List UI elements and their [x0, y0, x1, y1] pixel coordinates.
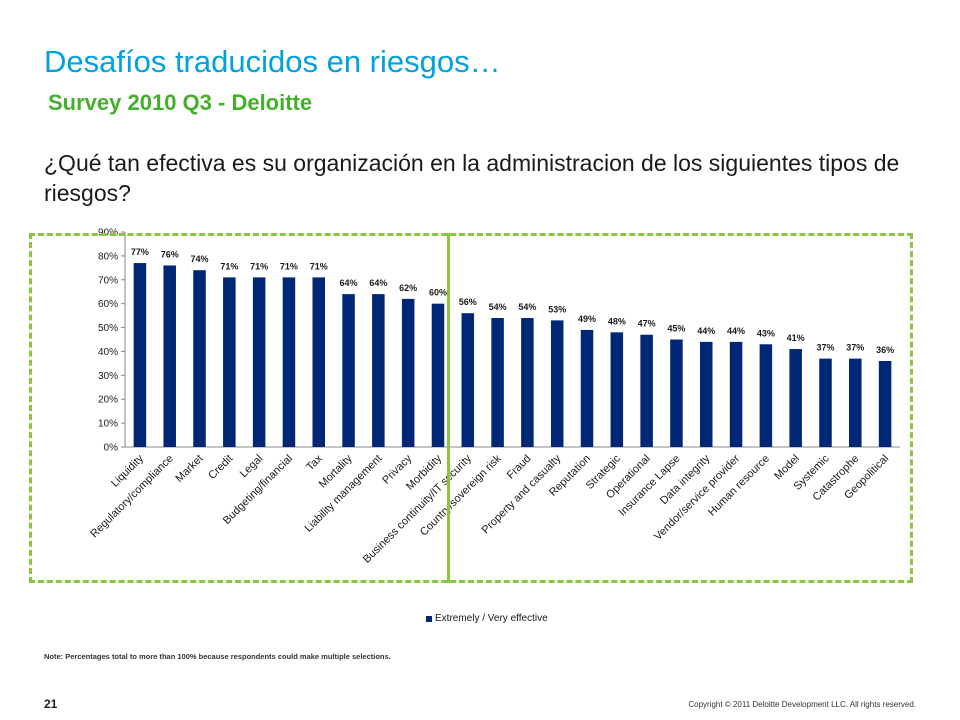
y-tick-label: 50% — [98, 323, 118, 334]
bar — [550, 320, 564, 447]
bar — [699, 341, 713, 447]
bar-value-label: 74% — [191, 254, 209, 264]
bar — [461, 313, 475, 447]
footnote: Note: Percentages total to more than 100… — [44, 652, 391, 661]
y-tick-label: 0% — [104, 443, 119, 454]
y-tick-label: 10% — [98, 419, 118, 430]
bar — [521, 318, 534, 447]
bar-value-label: 64% — [369, 278, 387, 288]
y-tick-label: 30% — [98, 371, 118, 382]
slide-title: Desafíos traducidos en riesgos… — [44, 44, 501, 79]
bar-value-label: 71% — [250, 261, 268, 271]
slide-subtitle: Survey 2010 Q3 - Deloitte — [48, 90, 313, 115]
bar-value-label: 36% — [876, 345, 894, 355]
bar — [878, 361, 892, 447]
copyright-notice: Copyright © 2011 Deloitte Development LL… — [688, 700, 916, 709]
bar-value-label: 37% — [846, 343, 864, 353]
bar — [670, 339, 683, 447]
bar-value-label: 44% — [697, 326, 715, 336]
bar-value-label: 71% — [220, 261, 238, 271]
bar — [610, 332, 624, 447]
page-number: 21 — [44, 697, 58, 711]
bar — [431, 303, 445, 447]
bar — [640, 334, 653, 447]
y-tick-label: 20% — [98, 395, 118, 406]
value-labels: 77% 76% 74% 71% 71% 71% 71% 64% 64% 62% 60% 56% 54% 5… — [131, 247, 894, 355]
bar-value-label: 60% — [429, 288, 447, 298]
legend-label: Extremely / Very effective — [435, 613, 548, 624]
bar-value-label: 54% — [518, 302, 536, 312]
bar-value-label: 54% — [489, 302, 507, 312]
bar — [491, 318, 504, 447]
bars — [133, 263, 892, 447]
bar-value-label: 62% — [399, 283, 417, 293]
bar-value-label: 48% — [608, 316, 626, 326]
bar-value-label: 47% — [638, 319, 656, 329]
bar — [252, 277, 266, 447]
bar — [312, 277, 326, 447]
bar — [819, 358, 832, 447]
bar-value-label: 49% — [578, 314, 596, 324]
bar — [372, 294, 385, 447]
bar — [580, 329, 594, 447]
chart-legend: Extremely / Very effective — [426, 613, 548, 624]
bar-value-label: 64% — [340, 278, 358, 288]
bar-value-label: 76% — [161, 249, 179, 259]
bar — [759, 344, 773, 447]
bar-value-label: 44% — [727, 326, 745, 336]
bar — [193, 270, 206, 447]
bar-value-label: 41% — [787, 333, 805, 343]
bar-value-label: 71% — [280, 261, 298, 271]
bar — [849, 358, 862, 447]
bar — [401, 298, 415, 447]
bar-value-label: 56% — [459, 297, 477, 307]
bar — [342, 294, 355, 447]
bar — [789, 349, 802, 447]
highlight-divider-line — [447, 233, 450, 583]
y-tick-label: 40% — [98, 347, 118, 358]
survey-question: ¿Qué tan efectiva es su organización en … — [44, 150, 900, 206]
bar — [729, 341, 743, 447]
bar-value-label: 45% — [667, 324, 685, 334]
bar-value-label: 77% — [131, 247, 149, 257]
y-tick-label: 80% — [98, 251, 118, 262]
bar — [223, 277, 236, 447]
y-tick-label: 60% — [98, 299, 118, 310]
y-tick-label: 70% — [98, 275, 118, 286]
bar — [163, 265, 176, 447]
bar — [133, 263, 147, 447]
bar-value-label: 43% — [757, 328, 775, 338]
legend-swatch — [426, 615, 432, 622]
bar-value-label: 71% — [310, 261, 328, 271]
bar-value-label: 53% — [548, 304, 566, 314]
bar-value-label: 37% — [816, 343, 834, 353]
highlight-dashed-box — [29, 233, 913, 583]
bar — [282, 277, 296, 447]
